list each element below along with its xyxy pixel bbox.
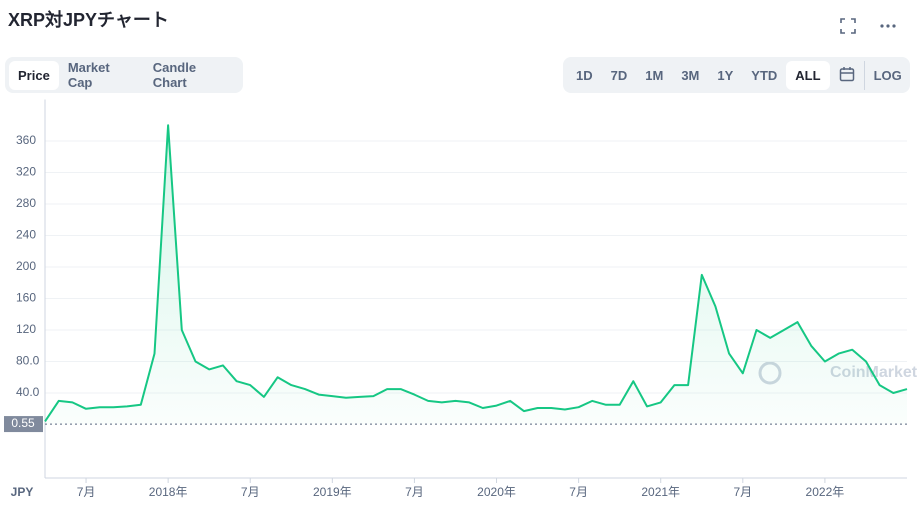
x-tick-label: 7月 xyxy=(569,485,588,499)
calendar-button[interactable] xyxy=(830,59,864,92)
tab[interactable]: Price xyxy=(9,60,59,90)
x-tick-label: 7月 xyxy=(77,485,96,499)
tab[interactable]: Candle Chart xyxy=(152,60,197,90)
x-tick-label: 2018年 xyxy=(149,485,188,499)
y-tick-label: 40.0 xyxy=(16,385,40,399)
x-tick-label: 2022年 xyxy=(806,485,845,499)
y-tick-label: 280 xyxy=(16,196,36,210)
x-tick-label: 2021年 xyxy=(641,485,680,499)
range-button[interactable]: 1Y xyxy=(717,67,734,83)
tab[interactable]: Market Cap xyxy=(67,60,110,90)
range-button[interactable]: YTD xyxy=(751,67,778,83)
y-tick-label: 80.0 xyxy=(16,354,40,368)
tab-group: Price Market Cap Candle Chart xyxy=(5,57,243,93)
range-button[interactable]: 1D xyxy=(576,67,593,83)
y-tick-label: 320 xyxy=(16,165,36,179)
last-price-label: 0.55 xyxy=(11,416,35,430)
log-button[interactable]: LOG xyxy=(863,60,911,90)
x-tick-label: 2019年 xyxy=(313,485,352,499)
price-area xyxy=(45,125,907,425)
range-button[interactable]: 3M xyxy=(681,67,700,83)
price-line xyxy=(44,124,908,422)
y-tick-label: 160 xyxy=(16,291,36,305)
currency-label: JPY xyxy=(11,485,34,499)
range-button[interactable]: 7D xyxy=(610,67,628,83)
range-button[interactable]: ALL xyxy=(786,60,830,90)
x-tick-label: 7月 xyxy=(733,485,752,499)
x-tick-label: 7月 xyxy=(405,485,424,499)
range-group: 1D 7D 1M 3M 1Y YTD ALL LOG xyxy=(563,57,910,93)
y-tick-label: 240 xyxy=(16,228,36,242)
x-tick-label: 2020年 xyxy=(477,485,516,499)
page-title: XRP対JPYチャート xyxy=(8,10,169,30)
x-tick-label: 7月 xyxy=(241,485,260,499)
last-price-box xyxy=(4,416,43,433)
icons[interactable] xyxy=(838,16,898,36)
y-tick-label: 200 xyxy=(16,259,36,273)
y-tick-label: 360 xyxy=(16,133,36,147)
y-tick-label: 120 xyxy=(16,322,36,336)
range-button[interactable]: 1M xyxy=(645,67,664,83)
